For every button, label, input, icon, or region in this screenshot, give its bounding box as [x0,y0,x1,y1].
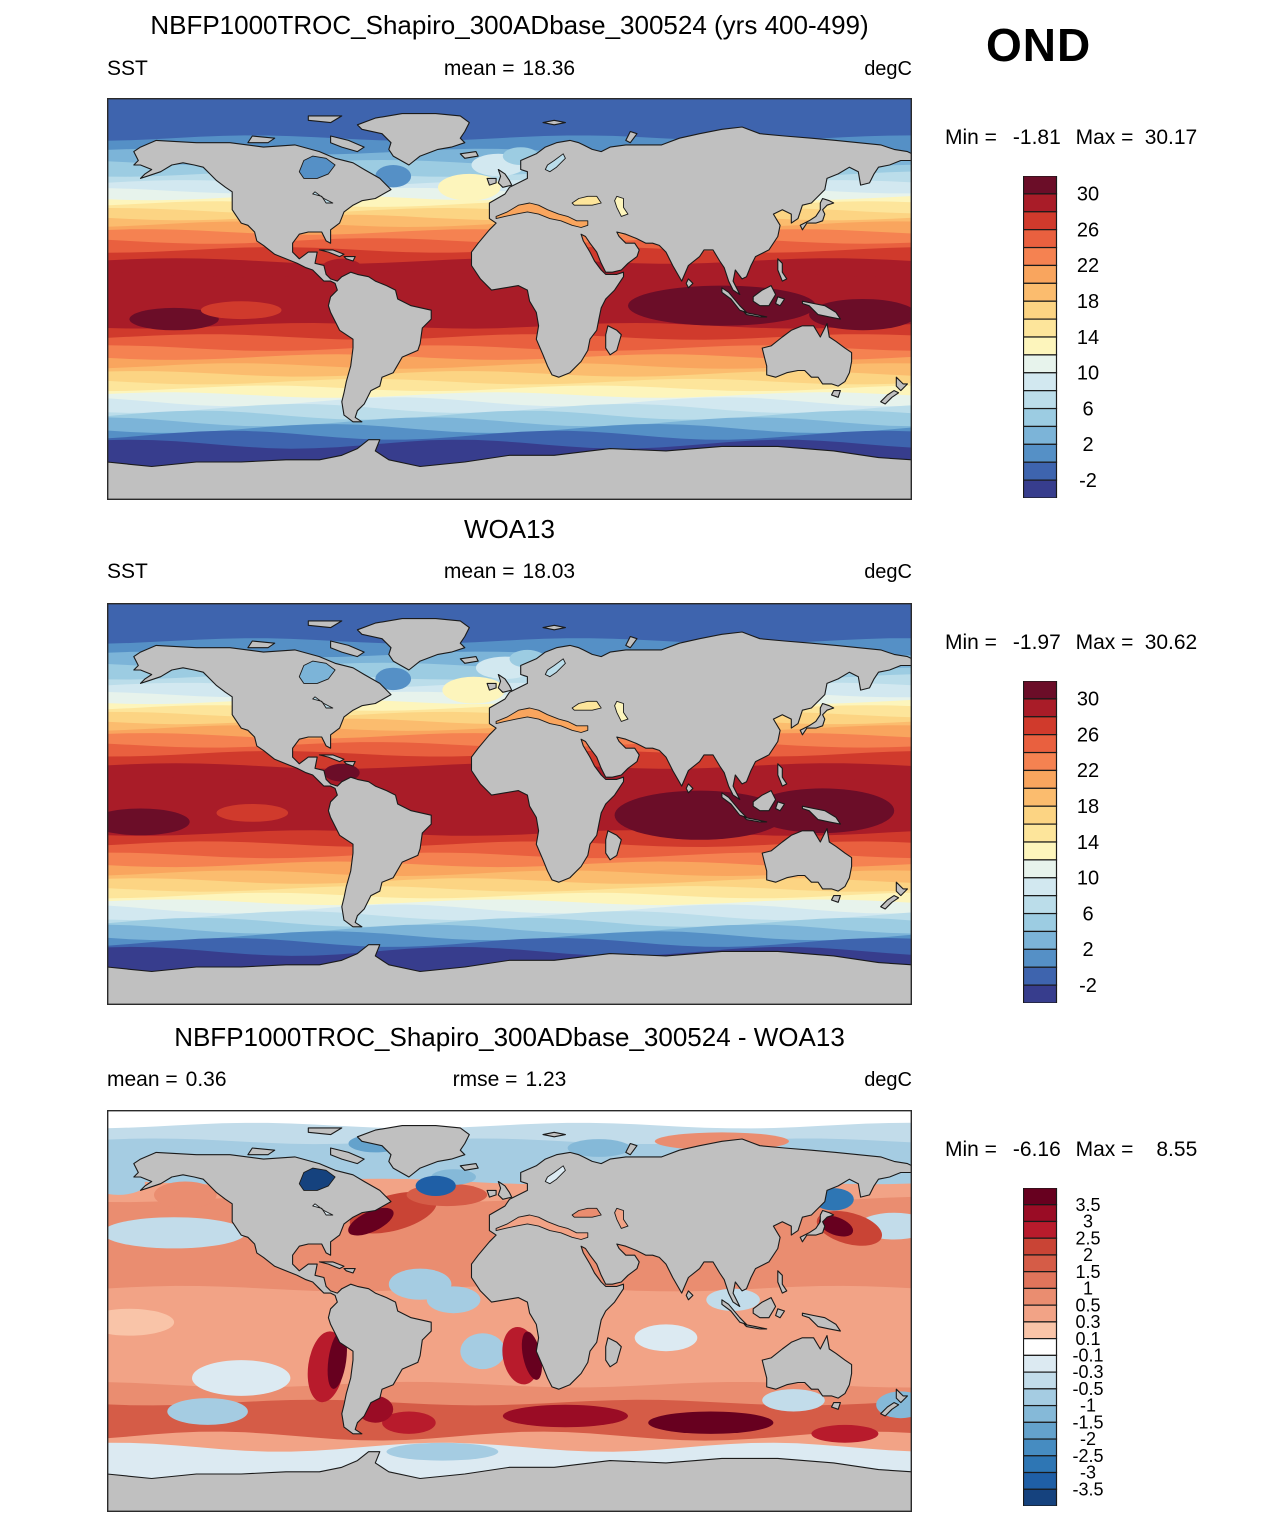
panel1-max-value: 30.17 [1144,126,1198,149]
svg-text:30: 30 [1077,689,1099,711]
svg-text:0.3: 0.3 [1075,1312,1100,1332]
svg-text:-3.5: -3.5 [1072,1479,1103,1499]
panel1-min-label: Min = [945,126,997,149]
svg-text:2: 2 [1083,1245,1093,1265]
svg-text:-0.5: -0.5 [1072,1379,1103,1399]
panel3-rmse-value: 1.23 [525,1068,567,1091]
panel2-min-value: -1.97 [1012,631,1061,654]
svg-text:2: 2 [1082,434,1093,456]
panel2-mean-value: 18.03 [522,560,576,583]
svg-text:2.5: 2.5 [1075,1228,1100,1248]
svg-text:22: 22 [1077,255,1099,277]
svg-text:-2: -2 [1079,470,1097,492]
svg-text:18: 18 [1077,291,1099,313]
panel1-max-label: Max = [1075,126,1134,149]
svg-text:22: 22 [1077,760,1099,782]
panel3-mean-label: mean = [107,1068,178,1091]
svg-text:26: 26 [1077,220,1099,242]
panel3-min-label: Min = [945,1138,997,1161]
svg-text:-2: -2 [1079,975,1097,997]
svg-text:-2.5: -2.5 [1072,1446,1103,1466]
svg-text:-1: -1 [1080,1396,1096,1416]
panel3-subrow: mean = 0.36 rmse = 1.23 degC [107,1068,912,1094]
svg-text:-1.5: -1.5 [1072,1412,1103,1432]
panel2-max-label: Max = [1075,631,1134,654]
svg-text:0.1: 0.1 [1075,1329,1100,1349]
svg-text:-2: -2 [1080,1429,1096,1449]
svg-text:26: 26 [1077,725,1099,747]
panel1-title: NBFP1000TROC_Shapiro_300ADbase_300524 (y… [150,10,869,40]
svg-text:3: 3 [1083,1212,1093,1232]
pan2-max-value: 30.62 [1144,631,1198,654]
svg-text:-3: -3 [1080,1463,1096,1483]
panel2-subrow: SST mean = 18.03 degC [107,560,912,586]
colorbar-model: 30 26 22 18 14 10 6 2 -2 [1023,176,1099,498]
svg-text:-0.3: -0.3 [1072,1362,1103,1382]
svg-text:1.5: 1.5 [1075,1262,1100,1282]
map-model-sst [107,98,912,500]
svg-text:14: 14 [1077,327,1099,349]
svg-text:-0.1: -0.1 [1072,1346,1103,1366]
svg-text:0.5: 0.5 [1075,1295,1100,1315]
panel3-max-label: Max = [1075,1138,1134,1161]
panel3-minmax: Min = -6.16 Max = 8.55 [945,1138,1197,1162]
svg-text:14: 14 [1077,832,1099,854]
svg-text:3.5: 3.5 [1075,1195,1100,1215]
svg-text:30: 30 [1077,184,1099,206]
panel3-title: NBFP1000TROC_Shapiro_300ADbase_300524 - … [174,1022,845,1052]
panel1-units: degC [864,58,912,80]
map-woa13-sst [107,603,912,1005]
map-difference [107,1110,912,1512]
svg-text:18: 18 [1077,796,1099,818]
panel1-subrow: SST mean = 18.36 degC [107,57,912,83]
panel3-rmse-label: rmse = [452,1068,518,1091]
panel2-units: degC [864,561,912,583]
panel2-min-label: Min = [945,631,997,654]
panel1-minmax: Min = -1.81 Max = 30.17 [945,126,1197,150]
svg-text:10: 10 [1077,868,1099,890]
svg-text:6: 6 [1082,903,1093,925]
panel3-min-value: -6.16 [1012,1138,1061,1161]
svg-text:2: 2 [1082,939,1093,961]
panel2-title: WOA13 [463,514,556,544]
svg-text:1: 1 [1083,1279,1093,1299]
panel1-mean-value: 18.36 [522,57,576,80]
season-label: OND [986,19,1092,71]
panel1-var-label: SST [107,57,148,80]
svg-text:6: 6 [1082,398,1093,420]
panel1-min-value: -1.81 [1012,126,1061,149]
colorbar-difference: 3.532.521.510.50.30.1-0.1-0.3-0.5-1-1.5-… [1023,1188,1104,1506]
panel1-mean-label: mean = [443,57,515,80]
panel2-minmax: Min = -1.97 Max = 30.62 [945,631,1197,655]
panel2-var-label: SST [107,560,148,583]
svg-text:10: 10 [1077,363,1099,385]
panel3-mean-value: 0.36 [185,1068,227,1091]
colorbar-woa13: 30 26 22 18 14 10 6 2 -2 [1023,681,1099,1003]
panel3-max-value: 8.55 [1156,1138,1198,1161]
panel3-units: degC [864,1069,912,1091]
panel2-mean-label: mean = [443,560,515,583]
